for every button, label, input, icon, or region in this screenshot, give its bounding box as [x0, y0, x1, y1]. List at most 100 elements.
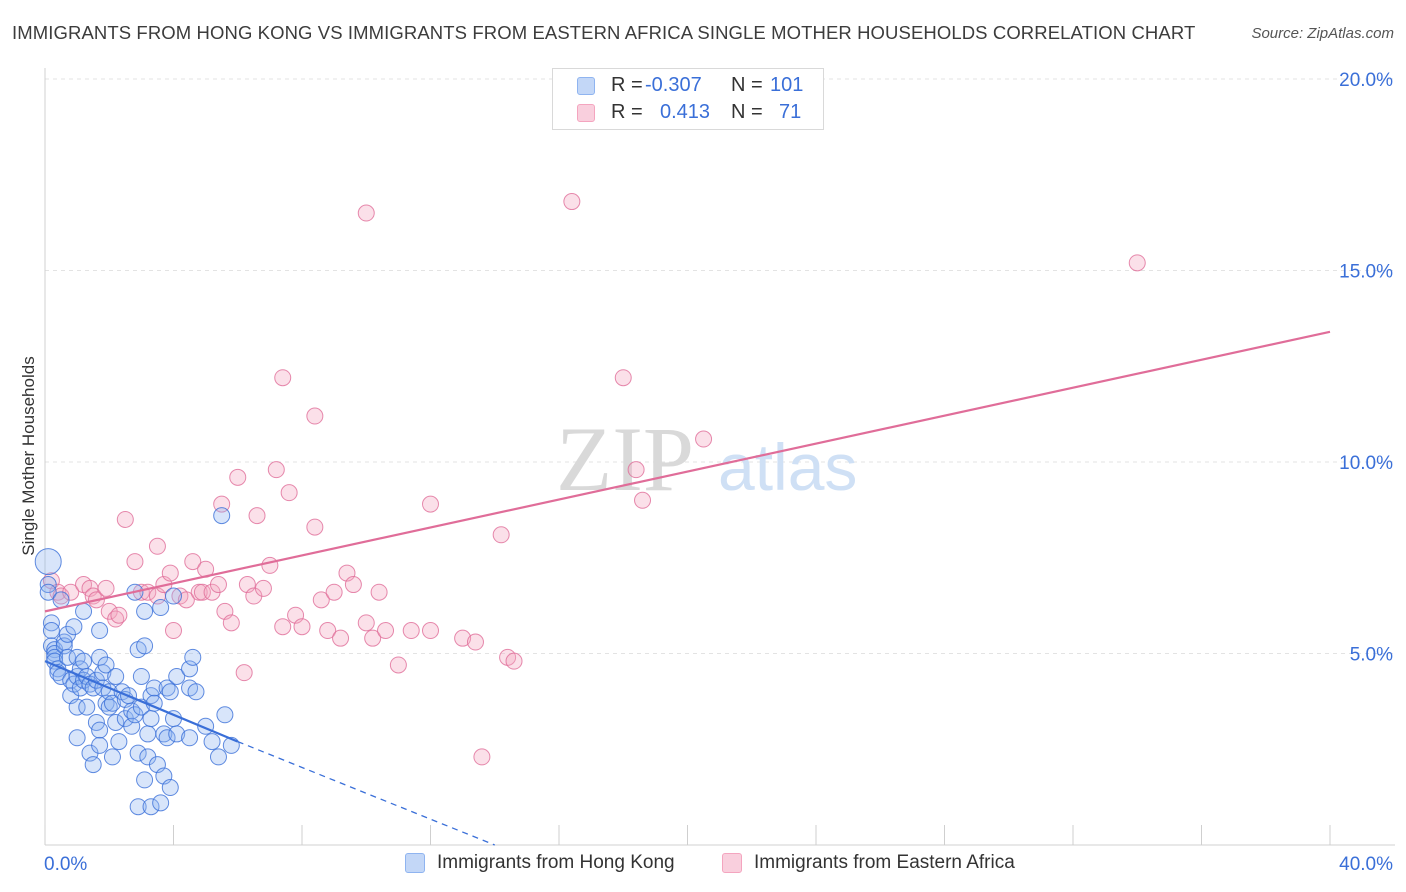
hong-kong-point	[91, 736, 109, 754]
y-tick-label: 5.0%	[1350, 645, 1393, 666]
hong-kong-point	[132, 667, 150, 685]
eastern-africa-point	[306, 407, 324, 425]
eastern-africa-point	[370, 583, 388, 601]
eastern-africa-point	[116, 510, 134, 528]
x-tick-label: 40.0%	[1339, 854, 1393, 875]
hong-kong-point	[68, 729, 86, 747]
eastern-africa-point	[389, 656, 407, 674]
series-legend: Immigrants from Hong Kong Immigrants fro…	[0, 852, 1406, 878]
hong-kong-point	[216, 706, 234, 724]
points-layer	[34, 193, 1146, 816]
eastern-africa-point	[402, 622, 420, 640]
eastern-africa-point	[332, 629, 350, 647]
hong-kong-point	[84, 756, 102, 774]
eastern-africa-point	[695, 430, 713, 448]
eastern-africa-point	[344, 576, 362, 594]
eastern-africa-point	[261, 556, 279, 574]
eastern-africa-point	[184, 553, 202, 571]
hong-kong-point	[152, 794, 170, 812]
hong-kong-point	[136, 771, 154, 789]
eastern-africa-point	[222, 614, 240, 632]
legend-n-label: N =	[731, 101, 763, 123]
eastern-africa-point	[634, 491, 652, 509]
y-tick-label: 15.0%	[1339, 262, 1393, 283]
hong-kong-point	[91, 622, 109, 640]
hong-kong-point	[58, 648, 76, 666]
eastern-africa-point	[306, 518, 324, 536]
y-axis-label: Single Mother Households	[19, 356, 38, 555]
legend-r-label: R =	[611, 74, 643, 96]
hong-kong-point	[107, 713, 125, 731]
eastern-africa-point	[627, 461, 645, 479]
correlation-legend: R = -0.307 N = 101 R = 0.413 N = 71	[552, 68, 824, 130]
eastern-africa-point	[422, 622, 439, 640]
hong-kong-point	[78, 698, 96, 716]
eastern-africa-point	[274, 618, 292, 636]
eastern-africa-point	[364, 629, 382, 647]
hong-kong-point	[136, 637, 154, 655]
hong-kong-point	[152, 599, 170, 617]
eastern-africa-point	[280, 484, 298, 502]
hong-kong-point	[187, 683, 205, 701]
hong-kong-point	[75, 602, 93, 620]
hong-kong-point	[209, 748, 227, 766]
hong-kong-point	[158, 729, 176, 747]
hong-kong-point	[42, 622, 60, 640]
eastern-africa-point	[312, 591, 330, 609]
eastern-africa-point	[325, 583, 343, 601]
hong-kong-point	[110, 733, 128, 751]
hong-kong-point	[168, 725, 186, 743]
legend-n-label: N =	[731, 74, 763, 96]
legend-swatch-pink	[577, 104, 595, 122]
eastern-africa-point	[97, 579, 115, 597]
eastern-africa-point	[177, 591, 195, 609]
hong-kong-point	[142, 798, 160, 816]
x-tick-label: 0.0%	[44, 854, 87, 875]
eastern-africa-point	[193, 583, 211, 601]
eastern-africa-point	[126, 553, 144, 571]
legend-n-value: 71	[779, 101, 802, 123]
hong-kong-point	[103, 694, 121, 712]
hong-kong-point	[52, 591, 70, 609]
eastern-africa-point	[148, 537, 166, 555]
eastern-africa-point	[274, 369, 292, 387]
eastern-africa-point	[161, 564, 179, 582]
hong-kong-point	[97, 656, 115, 674]
eastern-africa-point	[454, 629, 472, 647]
hong-kong-point	[203, 733, 221, 751]
legend-r-value: 0.413	[660, 101, 711, 123]
watermark-zip: ZIP	[556, 408, 694, 510]
legend-swatch-blue	[577, 77, 595, 95]
eastern-africa-point	[267, 461, 285, 479]
eastern-africa-point	[377, 622, 395, 640]
series-swatch-pink	[722, 853, 742, 873]
trend-layer	[44, 330, 1331, 846]
eastern-africa-point	[165, 622, 182, 640]
hong-kong-point	[91, 721, 109, 739]
axis-layer: 5.0% 10.0% 15.0% 20.0% 0.0% 40.0%	[44, 68, 1395, 875]
hong-kong-point	[168, 667, 186, 685]
legend-n-value: 101	[770, 74, 804, 96]
hong-kong-point	[165, 587, 182, 605]
hong-kong-point	[129, 744, 147, 762]
eastern-africa-point	[614, 369, 632, 387]
hong-kong-point	[68, 698, 86, 716]
eastern-africa-point	[293, 618, 311, 636]
watermark-atlas: atlas	[718, 430, 857, 504]
series-label: Immigrants from Hong Kong	[437, 852, 675, 873]
eastern-africa-point	[1128, 254, 1146, 272]
hong-kong-point	[181, 729, 199, 747]
hong-kong-point	[39, 583, 57, 601]
hong-kong-point	[103, 748, 121, 766]
eastern-africa-point	[422, 495, 439, 513]
eastern-africa-point	[254, 579, 272, 597]
hong-kong-point	[213, 507, 231, 525]
hong-kong-point	[129, 798, 147, 816]
eastern-africa-point	[248, 507, 266, 525]
legend-r-value: -0.307	[645, 74, 702, 96]
hong-kong-point	[75, 652, 93, 670]
y-tick-label: 20.0%	[1339, 70, 1393, 91]
hong-kong-point	[161, 779, 179, 797]
eastern-africa-point	[319, 622, 337, 640]
eastern-africa-point	[563, 193, 581, 211]
